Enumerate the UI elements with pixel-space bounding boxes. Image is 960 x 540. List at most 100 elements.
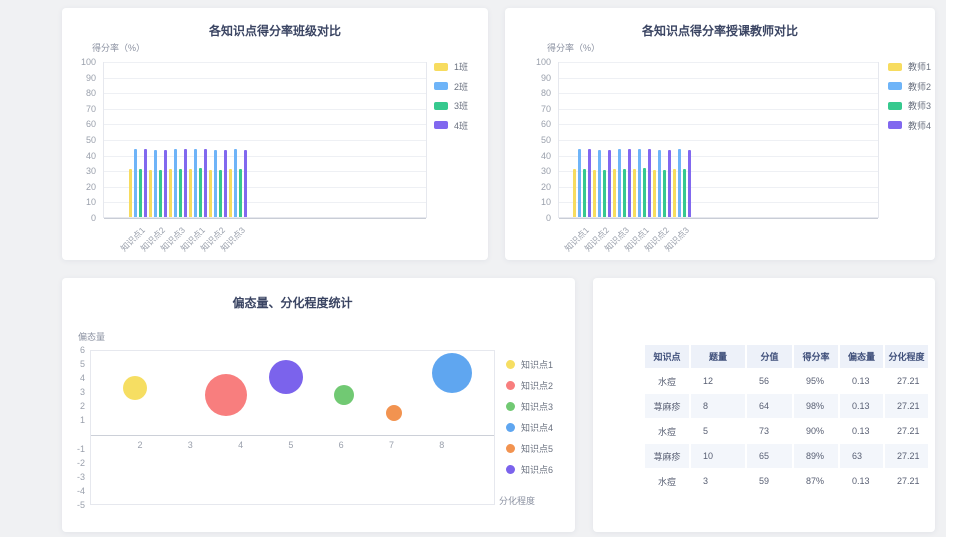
chart-title-teacher: 各知识点得分率授课教师对比 bbox=[641, 24, 798, 38]
card-stats-table: 知识点 题量 分值 得分率 偏态量 分化程度 水痘 12 56 95% 0.13 27.21 荨麻疹 8 6… bbox=[593, 278, 935, 532]
bar-3班 bbox=[199, 168, 202, 217]
bar-教师2 bbox=[638, 149, 641, 217]
legend-item-教师4[interactable]: 教师4 bbox=[888, 119, 931, 132]
bar-1班 bbox=[209, 169, 212, 217]
table-cell: 87% bbox=[794, 469, 838, 493]
table-cell: 水痘 bbox=[645, 469, 689, 493]
gridline bbox=[559, 186, 878, 188]
legend-item-教师1[interactable]: 教师1 bbox=[888, 60, 931, 73]
legend-item-4班[interactable]: 4班 bbox=[434, 119, 468, 132]
bar-1班 bbox=[149, 169, 152, 217]
bubble-知识点6 bbox=[268, 359, 303, 394]
column-header: 分值 bbox=[747, 345, 792, 368]
legend-label: 教师1 bbox=[908, 62, 932, 72]
legend-dot bbox=[506, 381, 515, 390]
gridline bbox=[104, 155, 426, 157]
bar-教师3 bbox=[583, 168, 586, 217]
bar-3班 bbox=[139, 168, 142, 217]
y-tick-label: 4 bbox=[79, 373, 85, 384]
chart-title-class: 各知识点得分率班级对比 bbox=[208, 24, 341, 38]
y-tick-label: 30 bbox=[85, 166, 96, 177]
x-axis-line bbox=[91, 434, 494, 436]
gridline bbox=[559, 171, 878, 173]
table-cell: 65 bbox=[747, 444, 792, 468]
dashboard-background: 各知识点得分率班级对比 得分率（%） 100 90 80 70 60 50 40 30 20 10… bbox=[0, 0, 946, 537]
table-cell: 56 bbox=[747, 369, 792, 393]
legend-item-教师2[interactable]: 教师2 bbox=[888, 80, 931, 93]
table-row: 水痘 3 59 87% 0.13 27.21 bbox=[645, 469, 928, 493]
y-tick-label: 0 bbox=[90, 213, 96, 223]
legend-label: 教师3 bbox=[908, 101, 932, 111]
y-axis-name: 偏态量 bbox=[78, 332, 106, 342]
bar-3班 bbox=[219, 169, 222, 217]
legend-dot bbox=[506, 360, 515, 369]
legend-item-知识点6[interactable]: 知识点6 bbox=[506, 463, 553, 476]
bar-教师1 bbox=[593, 169, 596, 217]
y-tick-label: 60 bbox=[85, 119, 96, 130]
column-header: 分化程度 bbox=[885, 345, 928, 368]
bar-教师4 bbox=[588, 149, 591, 217]
bar-教师2 bbox=[578, 149, 581, 217]
gridline bbox=[104, 218, 426, 219]
gridline bbox=[104, 62, 426, 63]
bar-4班 bbox=[204, 149, 207, 217]
legend-swatch bbox=[434, 121, 448, 129]
legend-item-知识点4[interactable]: 知识点4 bbox=[506, 421, 553, 434]
bar-4班 bbox=[224, 150, 227, 217]
bar-教师2 bbox=[598, 150, 601, 217]
bar-教师4 bbox=[628, 149, 631, 217]
y-tick-label: 50 bbox=[85, 135, 96, 145]
legend-item-1班[interactable]: 1班 bbox=[434, 60, 468, 73]
stats-table: 知识点 题量 分值 得分率 偏态量 分化程度 水痘 12 56 95% 0.13 27.21 荨麻疹 8 6… bbox=[643, 344, 930, 494]
legend-swatch bbox=[888, 101, 902, 110]
legend-item-知识点2[interactable]: 知识点2 bbox=[506, 379, 553, 392]
gridline bbox=[559, 62, 878, 63]
table-header-row: 知识点 题量 分值 得分率 偏态量 分化程度 bbox=[645, 345, 928, 368]
gridline bbox=[559, 155, 878, 157]
y-tick-label: 20 bbox=[540, 181, 551, 192]
legend-dot bbox=[506, 423, 515, 432]
y-tick-label: -2 bbox=[76, 457, 85, 468]
bar-教师4 bbox=[608, 150, 611, 217]
table-row: 荨麻疹 10 65 89% 63 27.21 bbox=[645, 444, 928, 468]
column-header: 偏态量 bbox=[840, 345, 883, 368]
bar-教师3 bbox=[683, 168, 686, 217]
legend-dot bbox=[506, 444, 515, 453]
table-cell: 0.13 bbox=[840, 394, 883, 418]
y-tick-label: -3 bbox=[76, 471, 85, 482]
bar-教师2 bbox=[678, 149, 681, 217]
legend-label: 教师2 bbox=[908, 81, 932, 92]
table-cell: 5 bbox=[691, 419, 745, 443]
gridline bbox=[559, 140, 878, 141]
gridline bbox=[104, 171, 426, 173]
x-tick-label: 3 bbox=[187, 439, 193, 450]
y-tick-label: 70 bbox=[540, 103, 551, 114]
y-tick-label: 100 bbox=[535, 57, 551, 67]
legend-item-知识点5[interactable]: 知识点5 bbox=[506, 442, 553, 455]
legend-swatch bbox=[888, 82, 902, 90]
bar-4班 bbox=[144, 149, 147, 217]
table-cell: 64 bbox=[747, 394, 792, 418]
legend-swatch bbox=[888, 62, 902, 71]
card-teacher-score-chart: 各知识点得分率授课教师对比 得分率（%） 100 90 80 70 60 50 40 30 20… bbox=[505, 8, 935, 260]
legend-item-知识点1[interactable]: 知识点1 bbox=[506, 358, 553, 371]
card-bubble-chart: 偏态量、分化程度统计 偏态量 分化程度 6 5 4 3 2 1 -1 -2 -3 -4 -5 2 3 4 5… bbox=[62, 278, 575, 532]
table-cell: 0.13 bbox=[840, 419, 883, 443]
y-tick-label: 2 bbox=[79, 401, 85, 412]
legend-item-教师3[interactable]: 教师3 bbox=[888, 99, 931, 112]
table-cell: 27.21 bbox=[885, 444, 928, 468]
legend-swatch bbox=[434, 62, 448, 71]
table-cell: 98% bbox=[794, 394, 838, 418]
bar-4班 bbox=[244, 150, 247, 217]
x-tick-label: 2 bbox=[137, 439, 143, 450]
table-cell: 0.13 bbox=[840, 469, 883, 493]
y-axis-name: 得分率（%） bbox=[547, 43, 601, 53]
table-cell: 63 bbox=[840, 444, 883, 468]
legend-item-2班[interactable]: 2班 bbox=[434, 80, 468, 93]
legend-swatch bbox=[888, 121, 902, 129]
legend-item-3班[interactable]: 3班 bbox=[434, 99, 468, 112]
table-row: 水痘 12 56 95% 0.13 27.21 bbox=[645, 369, 928, 393]
legend-label: 知识点2 bbox=[521, 381, 554, 391]
column-header: 知识点 bbox=[645, 345, 689, 368]
legend-item-知识点3[interactable]: 知识点3 bbox=[506, 400, 553, 413]
